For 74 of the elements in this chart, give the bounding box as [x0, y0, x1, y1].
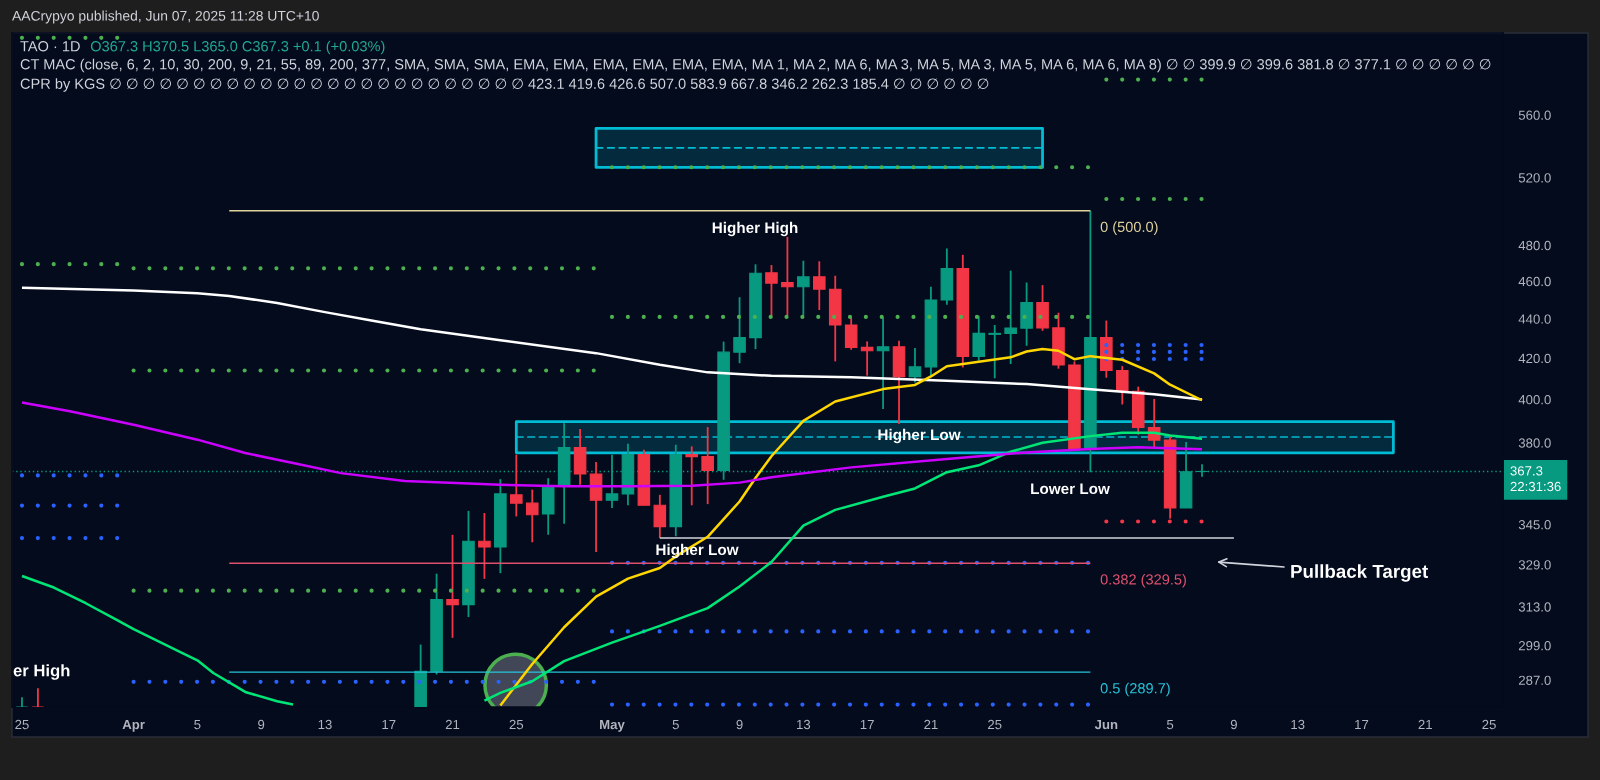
x-tick-label: 5 — [672, 719, 679, 730]
y-tick-label: 460.0 — [1518, 276, 1551, 287]
x-tick-label: 13 — [797, 719, 811, 730]
y-tick-label: 440.0 — [1518, 314, 1551, 324]
x-tick-label: 9 — [736, 719, 743, 730]
annotation: Higher Low — [878, 428, 961, 444]
x-tick-label: 25 — [509, 719, 524, 730]
candlestick — [685, 445, 699, 507]
annotation: er High — [13, 664, 70, 680]
y-tick-label: 520.0 — [1518, 173, 1551, 183]
series-label: 0.5 (289.7) — [1100, 682, 1170, 697]
x-tick-label: 13 — [1291, 719, 1305, 730]
x-tick-label: 25 — [15, 719, 29, 730]
y-tick-label: 313.0 — [1518, 602, 1551, 612]
x-tick-label: 9 — [1230, 719, 1237, 730]
x-tick-label: 13 — [318, 719, 332, 730]
y-tick-label: 420.0 — [1518, 353, 1551, 364]
y-tick-label: 560.0 — [1518, 110, 1551, 120]
candlestick — [15, 696, 29, 707]
x-tick-label: Apr — [122, 719, 145, 732]
candlestick — [765, 264, 778, 318]
x-tick-label: 25 — [988, 719, 1002, 730]
x-tick-label: 21 — [445, 719, 460, 730]
y-tick-label: 299.0 — [1518, 641, 1551, 651]
x-tick-label: 21 — [924, 719, 938, 730]
candlestick — [446, 533, 459, 639]
series-label: 0 (500.0) — [1100, 221, 1158, 235]
x-tick-label: Jun — [1094, 719, 1118, 730]
candlestick — [908, 347, 922, 384]
annotation: CPR by KGS ∅ ∅ ∅ ∅ ∅ ∅ ∅ ∅ ∅ ∅ ∅ ∅ ∅ ∅ ∅ ∅ ∅ ∅ ∅ ∅ ∅ ∅ ∅ ∅ ∅ 423.1 419.6 426.6 507.0 583.9 667.8 346.2 262.3 185.4 ∅ ∅ ∅ ∅ ∅ ∅ — [20, 78, 989, 92]
annotation: Higher High — [712, 221, 798, 237]
series-label: 0.382 (329.5) — [1100, 573, 1186, 588]
candlestick — [701, 426, 714, 506]
chart-title: TAO · 1D — [20, 41, 80, 52]
x-tick-label: 17 — [1355, 719, 1369, 730]
candlestick — [876, 316, 890, 410]
candlestick — [972, 314, 986, 362]
candlestick — [797, 259, 810, 317]
y-tick-label: 400.0 — [1518, 394, 1551, 405]
x-tick-label: 5 — [194, 719, 201, 730]
candlestick — [1115, 365, 1129, 406]
line-series — [499, 347, 1204, 707]
y-tick-label: 480.0 — [1518, 240, 1551, 251]
x-tick-label: 25 — [1482, 719, 1496, 730]
candlestick — [525, 488, 539, 544]
candlestick — [1004, 269, 1017, 365]
y-tick-label: 380.0 — [1518, 438, 1551, 448]
y-tick-label: 329.0 — [1518, 560, 1551, 570]
y-tick-label: 345.0 — [1518, 520, 1551, 530]
candlestick — [812, 260, 826, 311]
candlestick — [478, 512, 491, 580]
candlestick — [781, 235, 794, 317]
annotation: Lower Low — [1031, 483, 1110, 495]
candlestick — [510, 453, 523, 518]
candlestick — [605, 453, 619, 509]
x-tick-label: 5 — [1166, 719, 1174, 730]
x-tick-label: 9 — [258, 719, 265, 730]
line-series — [20, 286, 1204, 401]
annotation: O367.3 H370.5 L365.0 C367.3 +0.1 (+0.03%) — [90, 40, 385, 55]
candlestick — [31, 687, 45, 707]
chart-subtitle: AACrypyo published, Jun 07, 2025 11:28 UTC+10 — [12, 10, 319, 24]
x-tick-label: 17 — [860, 719, 874, 730]
x-tick-label: 17 — [382, 719, 396, 730]
ref-line-label: 367.3 22:31:36 — [1510, 466, 1561, 492]
candlestick — [844, 316, 858, 351]
candlestick — [733, 296, 746, 365]
y-tick-label: 287.0 — [1518, 675, 1551, 685]
candlestick — [860, 340, 874, 377]
x-tick-label: May — [600, 719, 625, 732]
candlestick — [653, 493, 667, 539]
candlestick — [988, 324, 1002, 380]
x-tick-label: 21 — [1418, 719, 1432, 730]
annotation: Pullback Target — [1291, 564, 1429, 582]
annotation: CT MAC (close, 6, 2, 10, 30, 200, 9, 21, 55, 89, 200, 377, SMA, SMA, SMA, EMA, EMA, EMA, EMA, EMA, EMA, MA 1, MA 2, MA 6, MA 3, MA 5, MA 3, MA 5, MA 6, MA 6, MA 8) ∅ ∅ 399.9 ∅ 399.6 381.8 ∅ 377.1 ∅ ∅ ∅ ∅ ∅ ∅ — [20, 58, 1491, 73]
